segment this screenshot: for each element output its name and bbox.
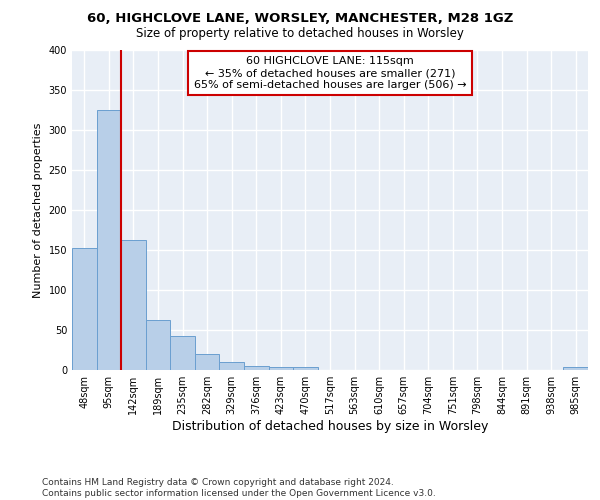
Text: Contains HM Land Registry data © Crown copyright and database right 2024.
Contai: Contains HM Land Registry data © Crown c…	[42, 478, 436, 498]
Bar	[121, 240, 146, 370]
Bar	[269, 367, 293, 370]
Bar	[170, 336, 195, 370]
Bar	[563, 367, 588, 370]
Text: 60, HIGHCLOVE LANE, WORSLEY, MANCHESTER, M28 1GZ: 60, HIGHCLOVE LANE, WORSLEY, MANCHESTER,…	[87, 12, 513, 26]
Bar	[220, 362, 244, 370]
Bar	[244, 366, 269, 370]
Bar	[72, 248, 97, 370]
Bar	[293, 367, 318, 370]
Text: 60 HIGHCLOVE LANE: 115sqm
← 35% of detached houses are smaller (271)
65% of semi: 60 HIGHCLOVE LANE: 115sqm ← 35% of detac…	[194, 56, 466, 90]
Y-axis label: Number of detached properties: Number of detached properties	[33, 122, 43, 298]
Bar	[146, 320, 170, 370]
Bar	[195, 354, 220, 370]
Bar	[97, 110, 121, 370]
Text: Size of property relative to detached houses in Worsley: Size of property relative to detached ho…	[136, 28, 464, 40]
X-axis label: Distribution of detached houses by size in Worsley: Distribution of detached houses by size …	[172, 420, 488, 433]
